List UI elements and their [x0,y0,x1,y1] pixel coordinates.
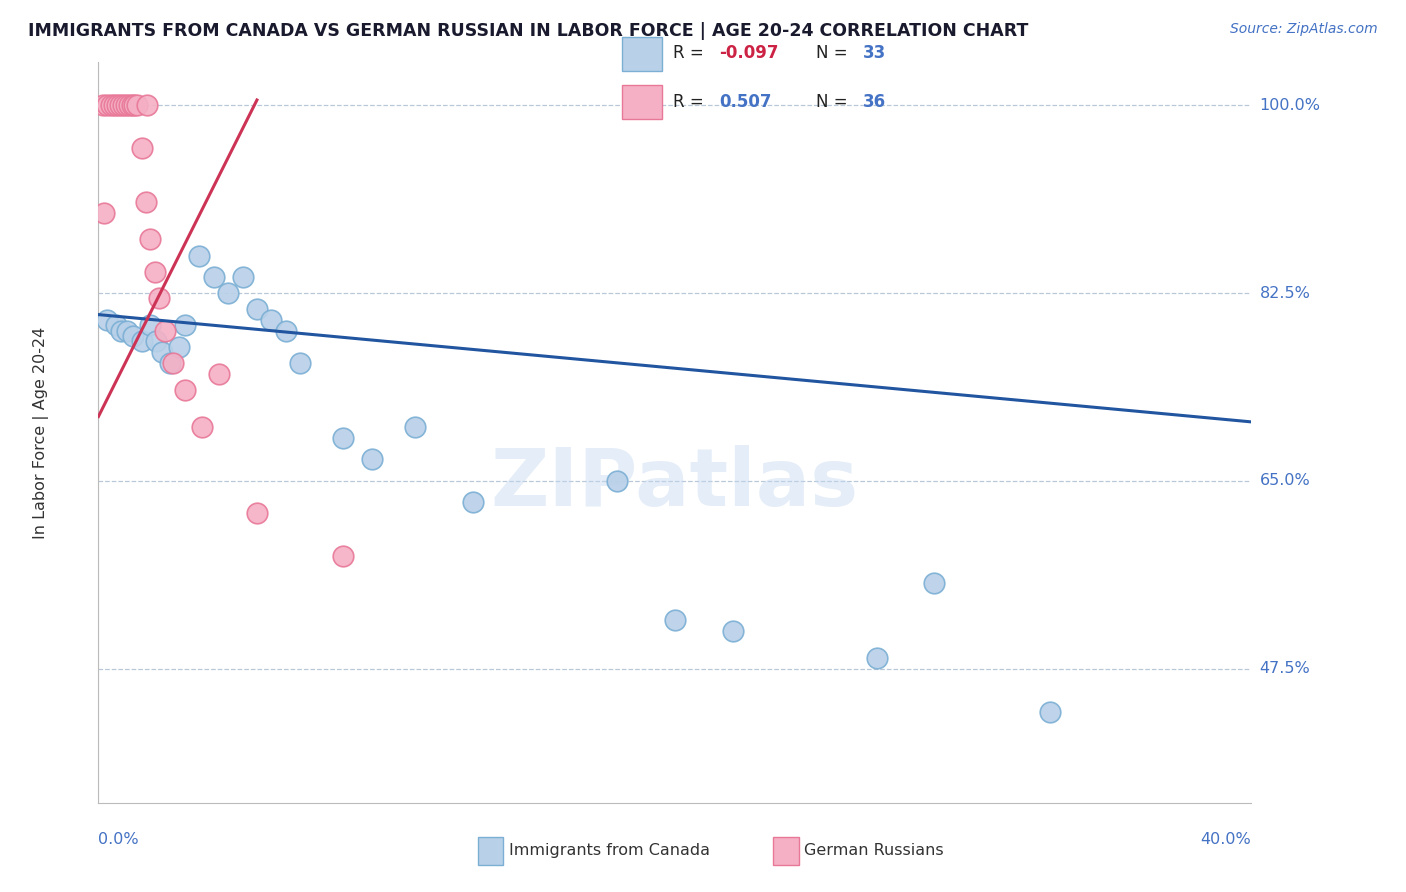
Point [104,318,127,333]
Point [108,98,131,112]
Point [361,452,384,467]
Point [188,249,211,263]
Point [139,232,162,246]
Text: In Labor Force | Age 20-24: In Labor Force | Age 20-24 [32,326,49,539]
FancyBboxPatch shape [623,86,662,119]
Text: -0.097: -0.097 [720,45,779,62]
Point [191,420,214,434]
Text: 33: 33 [862,45,886,62]
Point [217,286,239,301]
Point [159,356,181,370]
Point [174,318,197,333]
Point [122,329,145,343]
Point [131,141,153,155]
Point [332,549,354,563]
Point [332,431,354,445]
Point [96,313,118,327]
Point [153,324,176,338]
Text: 40.0%: 40.0% [1201,832,1251,847]
Point [96,98,118,112]
Point [606,474,628,488]
Text: 0.507: 0.507 [720,93,772,111]
Text: Immigrants from Canada: Immigrants from Canada [509,844,710,858]
Text: 36: 36 [862,93,886,111]
Point [208,367,231,381]
Text: N =: N = [815,93,853,111]
Text: 47.5%: 47.5% [1260,661,1310,676]
Text: 82.5%: 82.5% [1260,285,1310,301]
Point [664,614,686,628]
Point [118,98,141,112]
FancyBboxPatch shape [623,37,662,70]
Point [117,324,138,338]
Point [105,98,128,112]
Point [405,420,427,434]
Point [290,356,312,370]
Point [100,98,122,112]
Point [114,98,136,112]
Point [1038,705,1062,719]
Point [111,98,134,112]
Point [202,270,225,285]
Text: ZIPatlas: ZIPatlas [491,445,859,524]
Text: R =: R = [672,93,709,111]
Text: IMMIGRANTS FROM CANADA VS GERMAN RUSSIAN IN LABOR FORCE | AGE 20-24 CORRELATION : IMMIGRANTS FROM CANADA VS GERMAN RUSSIAN… [28,22,1029,40]
Point [139,318,162,333]
Point [174,383,197,397]
Text: R =: R = [672,45,709,62]
Point [246,506,269,520]
Point [260,313,283,327]
Point [127,98,149,112]
Point [924,575,946,590]
Point [162,356,184,370]
Point [246,302,269,317]
Text: German Russians: German Russians [804,844,943,858]
Point [93,205,115,219]
Point [103,98,125,112]
Point [124,98,146,112]
Point [274,324,297,338]
Point [231,270,254,285]
Point [865,651,889,665]
Point [148,292,170,306]
Point [91,98,114,112]
Text: Source: ZipAtlas.com: Source: ZipAtlas.com [1230,22,1378,37]
Point [150,345,173,359]
Point [721,624,744,639]
Text: 65.0%: 65.0% [1260,474,1310,489]
Point [167,340,190,354]
Point [143,265,166,279]
Point [121,98,143,112]
Point [110,324,132,338]
Point [145,334,167,349]
Text: 100.0%: 100.0% [1260,98,1320,113]
Point [136,98,159,112]
Text: 0.0%: 0.0% [98,832,139,847]
Point [135,194,157,209]
Text: N =: N = [815,45,853,62]
Point [131,334,153,349]
Point [461,495,484,509]
